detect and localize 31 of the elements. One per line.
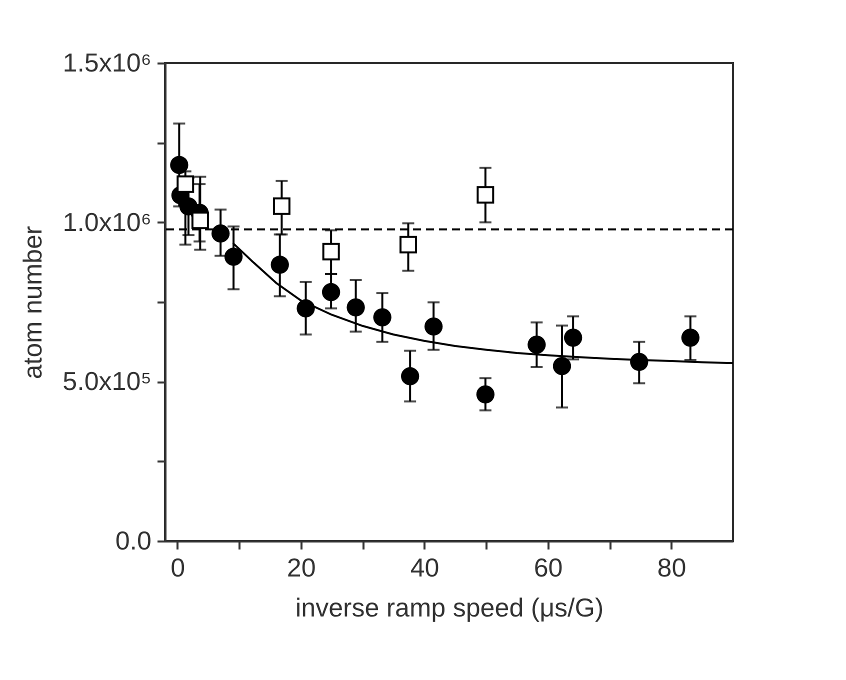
point <box>322 283 340 302</box>
point <box>400 236 417 254</box>
x-axis-title: inverse ramp speed (μs/G) <box>295 592 604 622</box>
x-tick-label: 80 <box>657 552 686 582</box>
point <box>681 328 700 347</box>
point <box>270 256 289 274</box>
point <box>476 186 494 204</box>
point <box>191 212 209 230</box>
point <box>401 367 420 386</box>
point <box>552 356 572 376</box>
point <box>322 242 340 260</box>
x-tick-label: 40 <box>410 552 440 582</box>
point <box>564 328 582 347</box>
y-tick-label: 1.0x10⁶ <box>62 206 152 237</box>
point <box>346 298 365 316</box>
point <box>224 248 243 266</box>
point <box>528 336 546 354</box>
x-tick-label: 20 <box>286 552 316 582</box>
point <box>272 197 290 215</box>
point <box>211 224 230 243</box>
y-tick-label: 5.0x10⁵ <box>62 366 152 396</box>
y-axis-title: atom number <box>18 226 48 380</box>
x-tick-label: 0 <box>170 552 186 582</box>
point <box>170 156 188 174</box>
point <box>176 175 194 193</box>
y-tick-label: 0.0 <box>115 526 152 556</box>
point <box>373 308 392 326</box>
x-tick-label: 60 <box>534 552 563 582</box>
point <box>424 317 443 336</box>
y-tick-label: 1.5x10⁶ <box>62 48 152 78</box>
point <box>476 385 495 404</box>
